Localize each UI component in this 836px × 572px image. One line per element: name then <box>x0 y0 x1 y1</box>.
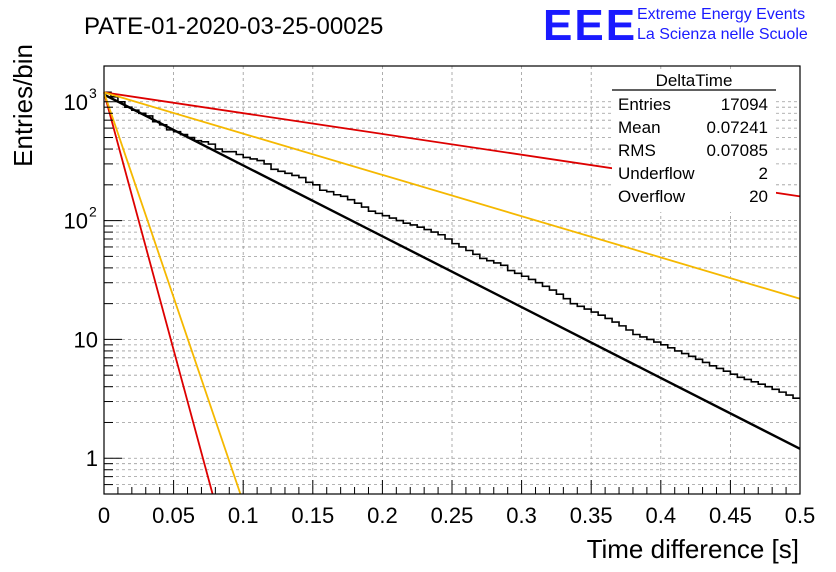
x-tick-label: 0.3 <box>506 503 537 528</box>
fit-line <box>103 92 242 495</box>
x-tick-label: 0.2 <box>367 503 398 528</box>
stats-value: 0.07085 <box>707 141 768 160</box>
y-tick-label: 1 <box>86 446 98 471</box>
stats-background <box>612 70 776 212</box>
logo-line-1: Extreme Energy Events <box>637 6 805 23</box>
y-tick-label: 10 <box>74 327 98 352</box>
stats-label: Mean <box>618 118 661 137</box>
stats-value: 20 <box>749 187 768 206</box>
stats-value: 0.07241 <box>707 118 768 137</box>
x-tick-label: 0.05 <box>152 503 195 528</box>
fit-line <box>103 92 214 495</box>
grid <box>104 65 800 495</box>
stats-label: Underflow <box>618 164 695 183</box>
x-tick-label: 0.15 <box>291 503 334 528</box>
fit-line <box>103 91 801 300</box>
x-tick-label: 0.1 <box>228 503 259 528</box>
y-tick-exponent: 3 <box>89 85 97 101</box>
y-axis-label: Entries/bin <box>8 44 38 167</box>
stats-title: DeltaTime <box>656 71 733 90</box>
y-tick-label: 10 <box>64 209 88 234</box>
fit-line <box>103 93 801 450</box>
x-tick-label: 0.25 <box>431 503 474 528</box>
y-tick-label: 10 <box>64 90 88 115</box>
histogram-steps <box>104 91 800 400</box>
stats-box: DeltaTime Entries 17094 Mean 0.07241 RMS 0.07… <box>612 70 776 212</box>
logo-line-2: La Scienza nelle Scuole <box>637 26 808 43</box>
stats-value: 17094 <box>721 95 768 114</box>
x-tick-label: 0.45 <box>709 503 752 528</box>
stats-value: 2 <box>759 164 768 183</box>
eee-logo: EEE <box>543 1 637 50</box>
histogram <box>104 91 800 400</box>
x-tick-label: 0.4 <box>646 503 677 528</box>
stats-label: Overflow <box>618 187 686 206</box>
chart-title: PATE-01-2020-03-25-00025 <box>84 13 383 40</box>
x-tick-label: 0.35 <box>570 503 613 528</box>
stats-label: RMS <box>618 141 656 160</box>
axes: 0 0.05 0.1 0.15 0.2 0.25 0.3 0.35 0.4 0.45 0.5 1 10 1… <box>64 65 816 528</box>
y-tick-exponent: 2 <box>89 204 97 220</box>
x-tick-label: 0.5 <box>785 503 816 528</box>
x-axis-label: Time difference [s] <box>587 534 799 564</box>
x-tick-label: 0 <box>98 503 110 528</box>
stats-label: Entries <box>618 95 671 114</box>
